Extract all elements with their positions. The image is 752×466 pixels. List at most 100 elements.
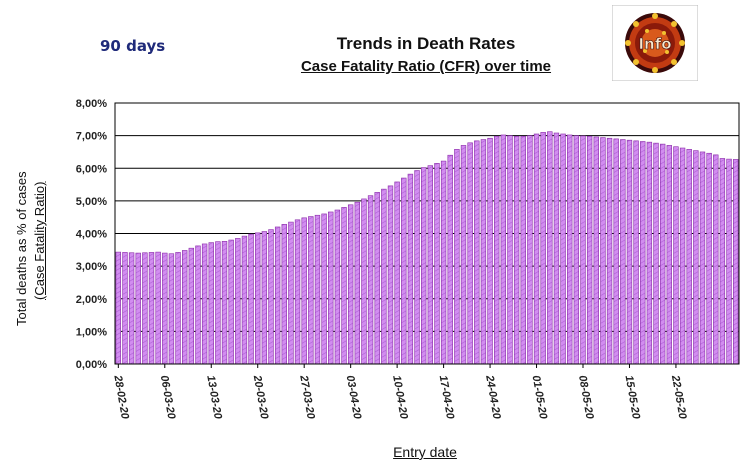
bar bbox=[434, 163, 440, 365]
x-tick-label: 20-03-20 bbox=[251, 373, 271, 420]
bar bbox=[686, 149, 692, 365]
x-tick-label: 24-04-20 bbox=[483, 373, 503, 420]
bar bbox=[427, 165, 434, 365]
bar bbox=[646, 141, 653, 365]
bar bbox=[626, 139, 633, 365]
bar bbox=[135, 252, 141, 365]
bar bbox=[719, 158, 726, 365]
bar bbox=[673, 146, 679, 365]
period-label: 90 days bbox=[100, 37, 166, 55]
bar bbox=[679, 147, 686, 365]
bar bbox=[215, 241, 221, 365]
bar bbox=[407, 173, 414, 365]
bar bbox=[480, 139, 487, 365]
bar bbox=[540, 132, 546, 365]
bar bbox=[500, 134, 507, 365]
bar bbox=[699, 151, 706, 365]
bar bbox=[420, 167, 427, 365]
y-axis-label: Total deaths as % of cases (Case Fatalit… bbox=[8, 100, 52, 365]
bar bbox=[586, 135, 593, 365]
x-tick-label: 15-05-20 bbox=[623, 374, 643, 420]
bar bbox=[201, 243, 208, 365]
bar bbox=[520, 135, 526, 365]
bar bbox=[553, 132, 560, 365]
bar bbox=[314, 214, 321, 365]
y-tick-label: 3,00% bbox=[76, 261, 107, 273]
bar bbox=[228, 239, 234, 365]
bar bbox=[347, 204, 354, 365]
y-tick-label: 5,00% bbox=[76, 196, 107, 208]
bar bbox=[580, 135, 586, 365]
bar bbox=[328, 211, 334, 365]
bar bbox=[487, 137, 493, 365]
bar bbox=[527, 135, 533, 365]
bar bbox=[633, 140, 639, 365]
y-tick-label: 4,00% bbox=[76, 229, 107, 241]
y-tick-label: 8,00% bbox=[76, 98, 107, 110]
bar bbox=[261, 231, 268, 365]
plot-frame bbox=[114, 102, 740, 365]
bar bbox=[168, 253, 175, 365]
x-tick-labels: 28-02-20 06-03-20 13-03-20 20-03-20 27-03-20… bbox=[111, 364, 689, 421]
chart-subtitle: Case Fatality Ratio (CFR) over time bbox=[300, 58, 552, 75]
bar bbox=[182, 250, 188, 365]
bar bbox=[235, 238, 241, 365]
bar bbox=[726, 158, 732, 365]
bar bbox=[494, 135, 500, 365]
bar bbox=[440, 160, 447, 365]
chart-title: Trends in Death Rates bbox=[336, 34, 516, 53]
bar bbox=[255, 232, 261, 365]
bar bbox=[321, 213, 327, 365]
bar bbox=[732, 159, 739, 365]
x-axis-label: Entry date bbox=[393, 444, 457, 460]
x-tick-label: 17-04-20 bbox=[437, 374, 457, 420]
bar bbox=[367, 195, 374, 365]
bar bbox=[533, 133, 540, 365]
bar bbox=[195, 245, 201, 365]
bar bbox=[387, 185, 394, 365]
bar bbox=[573, 135, 580, 365]
bar bbox=[507, 135, 513, 365]
bars bbox=[115, 131, 739, 365]
bar bbox=[640, 141, 646, 365]
bar bbox=[474, 140, 480, 365]
x-tick-label: 22-05-20 bbox=[669, 373, 689, 420]
x-tick-label: 08-05-20 bbox=[576, 374, 596, 420]
bar bbox=[666, 145, 672, 365]
bar bbox=[706, 152, 712, 365]
bar bbox=[268, 229, 274, 365]
bar bbox=[374, 192, 380, 365]
bar bbox=[148, 252, 155, 365]
bar bbox=[593, 136, 599, 365]
bar bbox=[659, 143, 666, 365]
bar bbox=[467, 142, 473, 365]
bar bbox=[308, 216, 314, 365]
bar bbox=[175, 252, 181, 365]
bar bbox=[600, 137, 606, 365]
bar bbox=[301, 217, 307, 365]
bar bbox=[288, 221, 294, 365]
bar bbox=[354, 201, 360, 365]
bar bbox=[274, 226, 281, 365]
y-axis-title: Total deaths as % of cases bbox=[14, 171, 29, 326]
x-tick-label: 06-03-20 bbox=[158, 374, 178, 420]
bar bbox=[713, 154, 719, 365]
x-tick-label: 13-03-20 bbox=[204, 374, 224, 420]
y-axis-subtitle: (Case Fatality Ratio) bbox=[32, 181, 47, 300]
x-tick-label: 10-04-20 bbox=[390, 374, 410, 420]
bar bbox=[460, 145, 467, 365]
axes bbox=[114, 102, 740, 365]
bar bbox=[188, 247, 195, 365]
y-tick-label: 2,00% bbox=[76, 294, 107, 306]
bar bbox=[454, 149, 460, 365]
virus-logo-icon: Info bbox=[611, 4, 699, 82]
y-tick-labels: 0,00% 1,00% 2,00% 3,00% 4,00% 5,00% 6,00% 7,00%… bbox=[76, 98, 107, 371]
bar bbox=[693, 150, 699, 365]
bar bbox=[294, 219, 301, 365]
bar bbox=[115, 251, 122, 365]
logo-text: Info bbox=[638, 35, 671, 53]
bar bbox=[341, 207, 347, 365]
x-tick-label: 27-03-20 bbox=[297, 373, 317, 420]
y-tick-label: 0,00% bbox=[76, 359, 107, 371]
